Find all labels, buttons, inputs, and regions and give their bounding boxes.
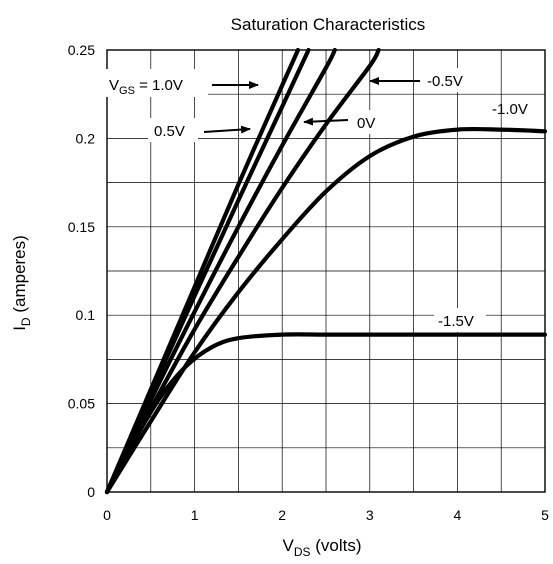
y-tick-label: 0.05 bbox=[68, 396, 95, 412]
annotation-0v: 0V bbox=[357, 115, 375, 132]
x-tick-label: 3 bbox=[366, 507, 374, 523]
arrow-0v bbox=[304, 120, 348, 122]
x-axis-label: VDS (volts) bbox=[282, 536, 361, 559]
y-tick-label: 0.2 bbox=[76, 130, 96, 146]
annotation-neg-1-0v: -1.0V bbox=[492, 101, 528, 118]
x-tick-label: 4 bbox=[454, 507, 462, 523]
y-axis-ticks: 0 0.05 0.1 0.15 0.2 0.25 bbox=[68, 42, 95, 500]
y-axis-label: ID (amperes) bbox=[10, 235, 33, 331]
x-axis-ticks: 0 1 2 3 4 5 bbox=[103, 507, 549, 523]
chart-title: Saturation Characteristics bbox=[231, 15, 426, 34]
y-tick-label: 0.25 bbox=[68, 42, 95, 58]
y-tick-label: 0 bbox=[87, 484, 95, 500]
x-tick-label: 1 bbox=[191, 507, 199, 523]
x-tick-label: 5 bbox=[541, 507, 549, 523]
x-tick-label: 0 bbox=[103, 507, 111, 523]
y-tick-label: 0.1 bbox=[76, 307, 96, 323]
annotation-0-5v: 0.5V bbox=[154, 123, 185, 140]
arrow-0-5v bbox=[204, 129, 250, 132]
y-tick-label: 0.15 bbox=[68, 219, 95, 235]
annotation-neg-1-5v: -1.5V bbox=[438, 313, 474, 330]
annotation-neg-0-5v: -0.5V bbox=[427, 73, 463, 90]
grid-lines bbox=[107, 50, 545, 492]
x-tick-label: 2 bbox=[278, 507, 286, 523]
